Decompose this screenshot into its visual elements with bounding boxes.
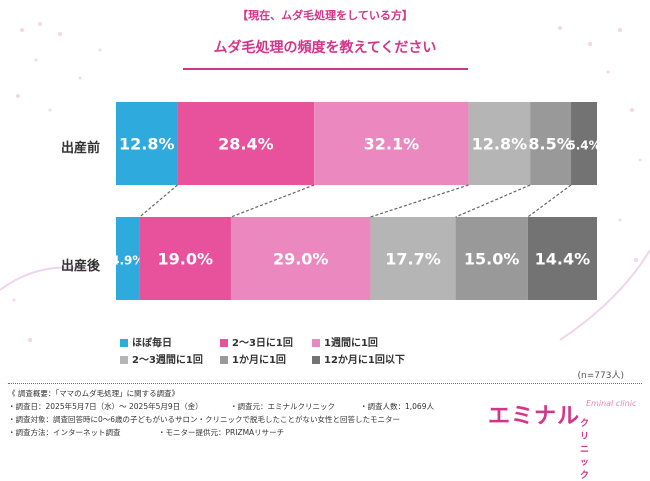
data-label: 5.4% (567, 139, 600, 153)
data-label: 12.8% (119, 135, 175, 154)
legend-swatch (120, 339, 128, 347)
legend-label: 1か月に1回 (232, 355, 286, 366)
bar-segment (370, 217, 456, 300)
legend-label: 1週間に1回 (324, 338, 378, 349)
connector-line (230, 184, 315, 218)
data-label: 8.5% (528, 135, 572, 154)
legend-label: 12か月に1回以下 (324, 355, 405, 366)
data-label: 32.1% (364, 135, 420, 154)
data-label: 15.0% (464, 250, 520, 269)
legend-item: 2〜3日に1回 (220, 334, 293, 349)
survey-respondents: ・調査人数：1,069人 (360, 402, 434, 411)
legend-item: 1か月に1回 (220, 351, 286, 366)
connector-line (455, 184, 531, 218)
data-label: 19.0% (158, 250, 214, 269)
sample-size-note: (n=773人) (577, 371, 624, 381)
stacked-bar-chart: 12.8% 28.4% 32.1% 12.8% 8.5%5.4%4.9% 19.0% 29.… (111, 102, 600, 300)
logo-main-text: エミナル (488, 404, 581, 429)
data-label: 14.4% (535, 250, 591, 269)
survey-provider: ・モニター提供元：PRIZMAリサーチ (158, 428, 285, 437)
connector-line (370, 184, 469, 218)
legend-label: ほぼ毎日 (132, 338, 172, 349)
title-underline (183, 68, 468, 70)
survey-method: ・調査方法：インターネット調査 (8, 428, 121, 437)
legend-label: 2〜3週間に1回 (132, 355, 203, 366)
survey-overview: 《 調査概要：「ママのムダ毛処理」に関する調査》 (8, 389, 180, 398)
data-label: 29.0% (273, 250, 329, 269)
chart-title: ムダ毛処理の頻度を教えてください (213, 40, 437, 56)
legend-swatch (220, 339, 228, 347)
legend-swatch (312, 356, 320, 364)
survey-target-tag: 【現在、ムダ毛処理をしている方】 (237, 9, 413, 22)
bar-segment (116, 102, 178, 185)
bar-segment (455, 217, 528, 300)
legend-label: 2〜3日に1回 (232, 338, 293, 349)
connector-line (527, 184, 572, 218)
survey-target: ・調査対象：調査回答時に0〜6歳の子どもがいるサロン・クリニックで脱毛したことが… (8, 415, 401, 424)
bar-segment (230, 217, 371, 300)
connector-line (139, 184, 178, 218)
bar-segment (527, 217, 597, 300)
logo-script-text: Eminal clinic (586, 399, 637, 408)
bar-segment (139, 217, 231, 300)
legend-item: 1週間に1回 (312, 334, 378, 349)
bar-segment (177, 102, 315, 185)
legend-item: ほぼ毎日 (120, 334, 172, 349)
legend-item: 2〜3週間に1回 (120, 351, 203, 366)
survey-date: ・調査日：2025年5月7日（水）〜 2025年5月9日（金） (8, 402, 203, 411)
legend-swatch (120, 356, 128, 364)
legend-item: 12か月に1回以下 (312, 351, 405, 366)
data-label: 4.9% (111, 254, 144, 268)
bar-segment (468, 102, 531, 185)
eminal-clinic-logo: エミナル クリニック Eminal clinic (488, 398, 636, 481)
data-label: 12.8% (472, 135, 528, 154)
bar-segment (530, 102, 572, 185)
row-label-after: 出産後 (60, 259, 100, 274)
legend-swatch (312, 339, 320, 347)
bar-segment (314, 102, 469, 185)
survey-organizer: ・調査元：エミナルクリニック (230, 402, 335, 411)
row-label-before: 出産前 (60, 141, 100, 156)
logo-sub-text: クリニック (580, 419, 590, 481)
data-label: 17.7% (385, 250, 441, 269)
data-label: 28.4% (218, 135, 274, 154)
bar-segment (571, 102, 597, 185)
bar-segment (116, 217, 140, 300)
footer-divider (8, 383, 642, 384)
legend-swatch (220, 356, 228, 364)
